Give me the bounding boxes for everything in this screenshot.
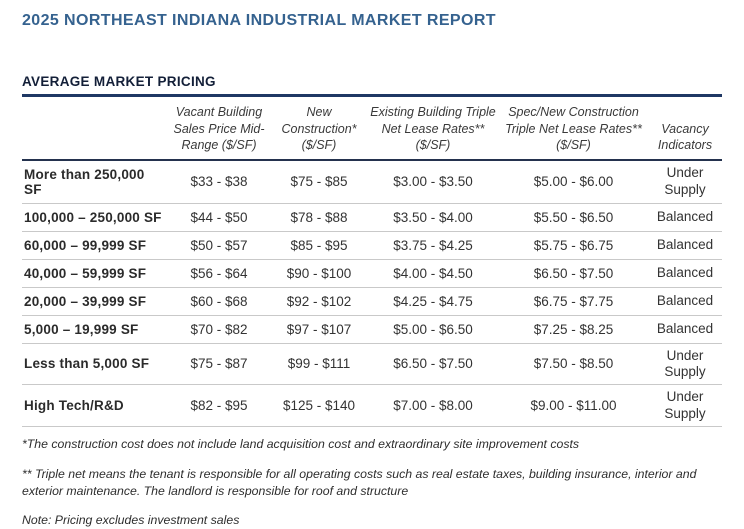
footnote-pricing-note: Note: Pricing excludes investment sales xyxy=(22,513,240,528)
existing-lease-cell: $5.00 - $6.50 xyxy=(367,315,499,344)
row-label-cell: High Tech/R&D xyxy=(22,384,167,428)
footnotes: *The construction cost does not include … xyxy=(22,436,722,528)
sales-price-cell: $75 - $87 xyxy=(167,343,271,386)
new-construction-cell: $125 - $140 xyxy=(271,384,367,428)
table-row: More than 250,000 SF $33 - $38 $75 - $85 $3… xyxy=(22,159,722,204)
new-construction-cell: $99 - $111 xyxy=(271,343,367,386)
existing-lease-cell: $4.25 - $4.75 xyxy=(367,287,499,316)
pricing-table-body: More than 250,000 SF $33 - $38 $75 - $85 $3… xyxy=(22,159,722,428)
spec-new-lease-cell: $9.00 - $11.00 xyxy=(499,384,648,428)
table-row: 60,000 – 99,999 SF $50 - $57 $85 - $95 $3.7… xyxy=(22,231,722,260)
footnote-triple-net: ** Triple net means the tenant is respon… xyxy=(22,466,697,498)
header-spec-new-lease: Spec/New Construction Triple Net Lease R… xyxy=(499,95,648,161)
sales-price-cell: $60 - $68 xyxy=(167,287,271,316)
table-row: 100,000 – 250,000 SF $44 - $50 $78 - $88 $3… xyxy=(22,203,722,232)
row-label-cell: More than 250,000 SF xyxy=(22,159,167,204)
vacancy-indicator-cell: Balanced xyxy=(648,259,722,288)
sales-price-cell: $56 - $64 xyxy=(167,259,271,288)
vacancy-indicator-cell: Balanced xyxy=(648,231,722,260)
table-row: High Tech/R&D $82 - $95 $125 - $140 $7.00 -… xyxy=(22,384,722,428)
vacancy-indicator-cell: Under Supply xyxy=(648,159,722,204)
header-existing-lease: Existing Building Triple Net Lease Rates… xyxy=(367,95,499,161)
spec-new-lease-cell: $6.75 - $7.75 xyxy=(499,287,648,316)
row-label-cell: 5,000 – 19,999 SF xyxy=(22,315,167,344)
header-vacant-sales-price: Vacant Building Sales Price Mid-Range ($… xyxy=(167,95,271,161)
header-size-class xyxy=(22,95,167,161)
existing-lease-cell: $3.50 - $4.00 xyxy=(367,203,499,232)
new-construction-cell: $78 - $88 xyxy=(271,203,367,232)
new-construction-cell: $97 - $107 xyxy=(271,315,367,344)
spec-new-lease-cell: $5.75 - $6.75 xyxy=(499,231,648,260)
new-construction-cell: $85 - $95 xyxy=(271,231,367,260)
spec-new-lease-cell: $5.50 - $6.50 xyxy=(499,203,648,232)
existing-lease-cell: $6.50 - $7.50 xyxy=(367,343,499,386)
existing-lease-cell: $4.00 - $4.50 xyxy=(367,259,499,288)
existing-lease-cell: $7.00 - $8.00 xyxy=(367,384,499,428)
new-construction-cell: $75 - $85 xyxy=(271,159,367,204)
section-title: AVERAGE MARKET PRICING xyxy=(22,74,216,89)
header-new-construction: New Construction* ($/SF) xyxy=(271,95,367,161)
table-row: 20,000 – 39,999 SF $60 - $68 $92 - $102 $4.… xyxy=(22,287,722,316)
vacancy-indicator-cell: Balanced xyxy=(648,315,722,344)
row-label-cell: Less than 5,000 SF xyxy=(22,343,167,386)
spec-new-lease-cell: $5.00 - $6.00 xyxy=(499,159,648,204)
sales-price-cell: $70 - $82 xyxy=(167,315,271,344)
sales-price-cell: $82 - $95 xyxy=(167,384,271,428)
header-vacancy-indicators: Vacancy Indicators xyxy=(648,95,722,161)
vacancy-indicator-cell: Under Supply xyxy=(648,384,722,428)
existing-lease-cell: $3.75 - $4.25 xyxy=(367,231,499,260)
header-row: Vacant Building Sales Price Mid-Range ($… xyxy=(22,95,722,161)
row-label-cell: 20,000 – 39,999 SF xyxy=(22,287,167,316)
page-title: 2025 NORTHEAST INDIANA INDUSTRIAL MARKET… xyxy=(22,12,496,29)
table-row: 5,000 – 19,999 SF $70 - $82 $97 - $107 $5.0… xyxy=(22,315,722,344)
spec-new-lease-cell: $6.50 - $7.50 xyxy=(499,259,648,288)
new-construction-cell: $92 - $102 xyxy=(271,287,367,316)
vacancy-indicator-cell: Balanced xyxy=(648,287,722,316)
average-market-pricing-table: Vacant Building Sales Price Mid-Range ($… xyxy=(22,94,722,428)
table-row: Less than 5,000 SF $75 - $87 $99 - $111 $6.… xyxy=(22,343,722,386)
sales-price-cell: $33 - $38 xyxy=(167,159,271,204)
new-construction-cell: $90 - $100 xyxy=(271,259,367,288)
vacancy-indicator-cell: Balanced xyxy=(648,203,722,232)
sales-price-cell: $44 - $50 xyxy=(167,203,271,232)
table-header: Vacant Building Sales Price Mid-Range ($… xyxy=(22,95,722,161)
spec-new-lease-cell: $7.25 - $8.25 xyxy=(499,315,648,344)
table-row: 40,000 – 59,999 SF $56 - $64 $90 - $100 $4.… xyxy=(22,259,722,288)
row-label-cell: 100,000 – 250,000 SF xyxy=(22,203,167,232)
row-label-cell: 60,000 – 99,999 SF xyxy=(22,231,167,260)
existing-lease-cell: $3.00 - $3.50 xyxy=(367,159,499,204)
footnote-construction-cost: *The construction cost does not include … xyxy=(22,437,580,452)
spec-new-lease-cell: $7.50 - $8.50 xyxy=(499,343,648,386)
vacancy-indicator-cell: Under Supply xyxy=(648,343,722,386)
row-label-cell: 40,000 – 59,999 SF xyxy=(22,259,167,288)
sales-price-cell: $50 - $57 xyxy=(167,231,271,260)
